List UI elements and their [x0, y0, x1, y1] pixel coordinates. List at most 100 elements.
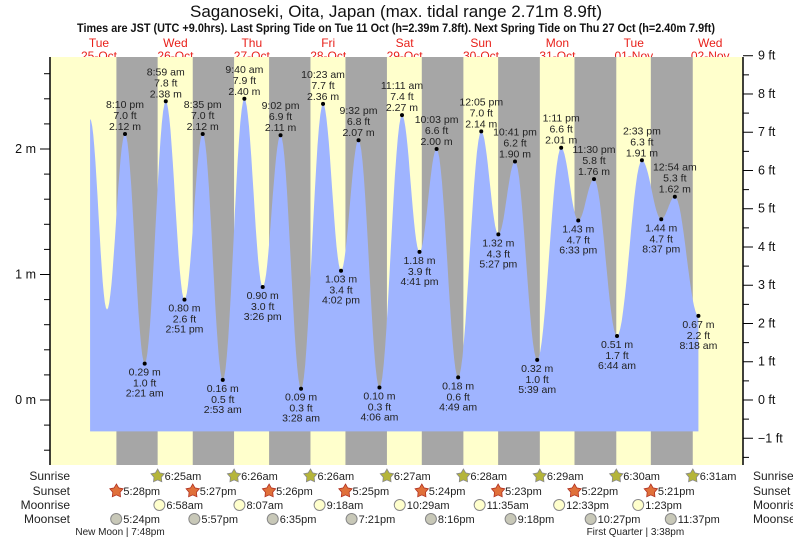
- moonset-icon: [188, 513, 201, 525]
- sunrise-icon: [532, 468, 548, 483]
- tide-time-label: 9:40 am: [225, 64, 263, 76]
- tide-time-label: 10:03 pm: [415, 114, 459, 126]
- sunrise-icon: [226, 468, 242, 483]
- tide-high-point: [592, 177, 597, 182]
- sunrise-time: 6:26am: [241, 471, 278, 483]
- row-label-sunrise: Sunrise: [29, 469, 70, 483]
- tide-m-label: 1.03 m: [325, 274, 357, 286]
- tide-ft-label: 1.0 ft: [526, 374, 549, 386]
- tide-low-point: [535, 357, 540, 362]
- tide-m-label: 1.18 m: [403, 255, 435, 267]
- tide-low-point: [615, 333, 620, 338]
- day-label-dow: Tue: [624, 36, 645, 50]
- tide-ft-label: 1.7 ft: [605, 350, 628, 362]
- tide-ft-label: 7.4 ft: [390, 91, 413, 103]
- tide-high-point: [672, 194, 677, 199]
- tide-ft-label: 7.8 ft: [154, 77, 177, 89]
- tide-low-point: [576, 218, 581, 223]
- right-tick-label: 6 ft: [758, 163, 776, 177]
- right-tick-label: 7 ft: [758, 125, 776, 139]
- tide-ft-label: 4.7 ft: [567, 235, 590, 247]
- day-label-dow: Thu: [241, 36, 262, 50]
- tide-low-point: [299, 386, 304, 391]
- sunrise-icon: [379, 468, 395, 483]
- tide-curve-area: [90, 98, 699, 432]
- moonrise-icon: [553, 499, 566, 511]
- row-label-right-moonrise: Moonrise: [753, 498, 793, 512]
- right-tick-label: −1 ft: [758, 431, 783, 445]
- moonset-icon: [664, 513, 677, 525]
- tide-m-label: 2.07 m: [342, 127, 374, 139]
- tide-time-label: 6:44 am: [598, 360, 636, 372]
- tide-time-label: 5:39 am: [518, 384, 556, 396]
- tide-extremes: 8:10 pm7.0 ft2.12 m0.29 m1.0 ft2:21 am8:…: [106, 64, 718, 425]
- moonset-time: 11:37pm: [678, 514, 720, 526]
- sunset-time: 5:27pm: [200, 486, 237, 498]
- tide-m-label: 2.14 m: [465, 118, 497, 130]
- tide-ft-label: 7.7 ft: [311, 80, 334, 92]
- tide-ft-label: 0.5 ft: [211, 394, 234, 406]
- tide-time-label: 9:32 pm: [340, 105, 378, 117]
- sunset-icon: [338, 483, 353, 498]
- left-tick-label: 2 m: [15, 142, 36, 156]
- tide-m-label: 2.11 m: [265, 122, 297, 134]
- tide-low-point: [339, 268, 344, 273]
- tide-ft-label: 7.0 ft: [113, 110, 136, 122]
- right-tick-label: 0 ft: [758, 393, 776, 407]
- tide-time-label: 1:11 pm: [543, 113, 580, 125]
- day-label-dow: Mon: [546, 36, 569, 50]
- moonrise-time: 9:18am: [327, 500, 364, 512]
- tide-high-point: [639, 158, 644, 163]
- sunset-time: 5:28pm: [123, 486, 160, 498]
- tide-low-point: [260, 285, 265, 290]
- sunrise-time: 6:26am: [317, 471, 354, 483]
- tide-time-label: 8:10 pm: [106, 99, 144, 111]
- tide-m-label: 0.16 m: [207, 383, 239, 395]
- tide-m-label: 0.67 m: [682, 319, 714, 331]
- sunrise-icon: [455, 468, 471, 483]
- moonset-icon: [345, 513, 358, 525]
- tide-m-label: 1.90 m: [499, 149, 531, 161]
- tide-m-label: 1.44 m: [645, 222, 677, 234]
- tide-m-label: 0.51 m: [601, 339, 633, 351]
- tide-high-point: [356, 138, 361, 143]
- moonset-time: 7:21pm: [359, 514, 396, 526]
- row-label-moonset: Moonset: [24, 512, 71, 526]
- tide-ft-label: 6.6 ft: [425, 125, 448, 137]
- moonset-icon: [110, 513, 123, 525]
- moonrise-time: 11:35am: [487, 500, 529, 512]
- tide-ft-label: 0.6 ft: [446, 391, 469, 403]
- tide-m-label: 1.91 m: [626, 147, 658, 159]
- tide-time-label: 11:30 pm: [573, 144, 616, 156]
- tide-m-label: 0.18 m: [442, 380, 474, 392]
- tide-high-point: [479, 129, 484, 134]
- moon-phase-label: First Quarter | 3:38pm: [587, 527, 685, 538]
- row-label-right-sunrise: Sunrise: [753, 469, 793, 483]
- tide-ft-label: 3.9 ft: [408, 266, 431, 278]
- day-label-dow: Sat: [396, 36, 415, 50]
- tide-time-label: 8:35 pm: [184, 99, 222, 111]
- tide-time-label: 2:21 am: [126, 388, 164, 400]
- tide-time-label: 2:33 pm: [623, 125, 661, 137]
- tide-m-label: 0.10 m: [363, 390, 395, 402]
- sunset-icon: [185, 483, 201, 498]
- tide-ft-label: 0.3 ft: [289, 403, 312, 415]
- tide-low-point: [142, 361, 147, 366]
- day-label-dow: Wed: [163, 36, 187, 50]
- tide-time-label: 10:23 am: [301, 69, 345, 81]
- row-label-sunset: Sunset: [33, 484, 71, 498]
- moonrise-time: 1:23pm: [645, 500, 682, 512]
- tide-m-label: 1.76 m: [578, 166, 610, 178]
- sunset-icon: [567, 483, 582, 498]
- tide-ft-label: 7.9 ft: [233, 75, 256, 87]
- moonrise-icon: [233, 499, 246, 511]
- tide-m-label: 1.32 m: [482, 237, 514, 249]
- tide-ft-label: 0.3 ft: [368, 401, 391, 413]
- tide-high-point: [434, 147, 439, 151]
- tide-time-label: 12:05 pm: [459, 96, 503, 108]
- moonset-icon: [504, 513, 517, 525]
- sunrise-time: 6:29am: [547, 471, 584, 483]
- sunset-time: 5:23pm: [505, 486, 542, 498]
